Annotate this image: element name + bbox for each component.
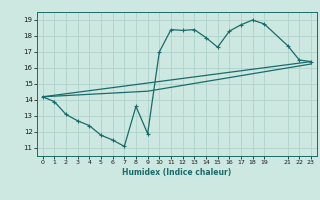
- X-axis label: Humidex (Indice chaleur): Humidex (Indice chaleur): [122, 168, 231, 177]
